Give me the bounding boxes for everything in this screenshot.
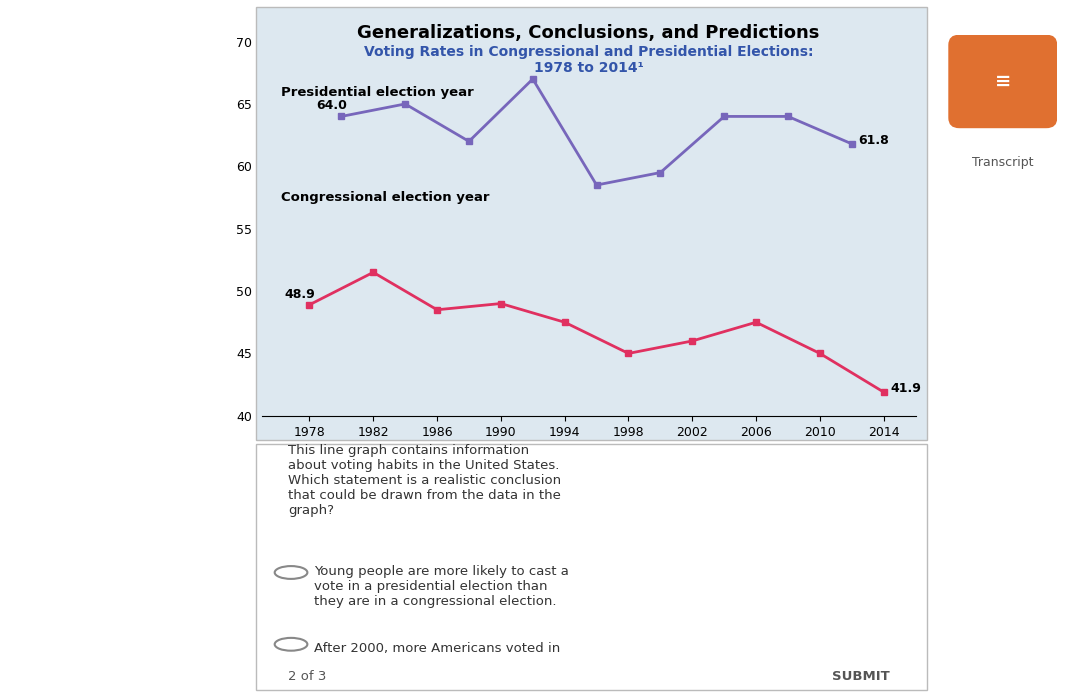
Text: This line graph contains information
about voting habits in the United States.
W: This line graph contains information abo… [288,444,561,517]
Text: Transcript: Transcript [972,156,1033,169]
Text: 41.9: 41.9 [891,382,921,395]
Text: Presidential election year: Presidential election year [281,87,474,100]
Text: SUBMIT: SUBMIT [832,669,889,683]
Text: 61.8: 61.8 [859,134,889,147]
Circle shape [275,566,307,579]
Text: Young people are more likely to cast a
vote in a presidential election than
they: Young people are more likely to cast a v… [314,565,569,608]
Text: Voting Rates in Congressional and Presidential Elections:
1978 to 2014¹: Voting Rates in Congressional and Presid… [364,45,813,76]
Text: 2 of 3: 2 of 3 [288,669,326,683]
Text: After 2000, more Americans voted in: After 2000, more Americans voted in [314,642,560,655]
Text: 64.0: 64.0 [316,100,348,112]
Text: ≡: ≡ [994,72,1012,91]
Circle shape [275,638,307,651]
FancyBboxPatch shape [948,35,1057,128]
Text: Generalizations, Conclusions, and Predictions: Generalizations, Conclusions, and Predic… [358,24,820,42]
Text: 48.9: 48.9 [284,288,315,301]
Text: Congressional election year: Congressional election year [281,191,489,204]
